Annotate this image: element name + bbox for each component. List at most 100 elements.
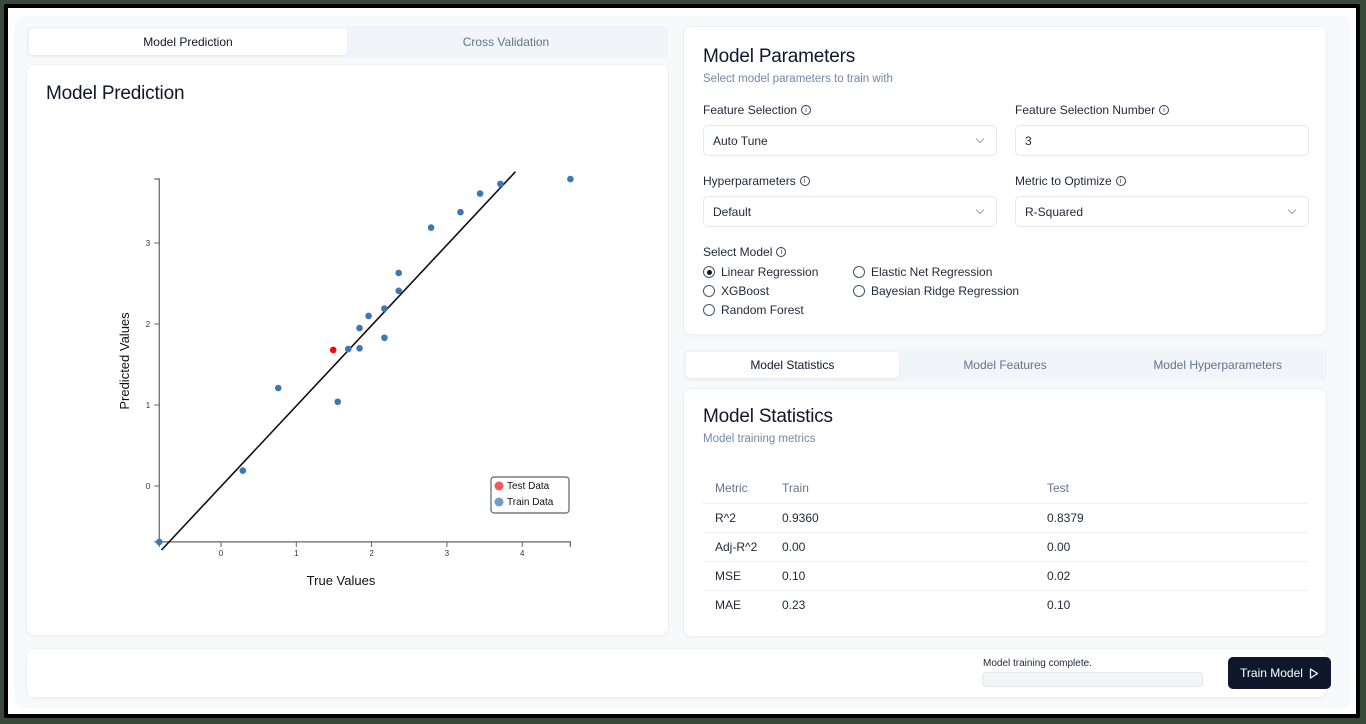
select-model-label-text: Select Model bbox=[703, 245, 773, 259]
svg-text:1: 1 bbox=[146, 401, 151, 410]
train-data-point bbox=[395, 287, 403, 295]
reference-line bbox=[160, 171, 517, 551]
train-data-point bbox=[155, 538, 163, 546]
svg-text:2: 2 bbox=[146, 320, 151, 329]
radio-checked-icon[interactable] bbox=[703, 266, 715, 278]
svg-text:0: 0 bbox=[219, 549, 224, 558]
table-row: R^2 0.9360 0.8379 bbox=[703, 503, 1308, 533]
metric-cell: R^2 bbox=[703, 503, 780, 533]
training-footer: Model training complete. Train Model bbox=[26, 648, 1331, 698]
radio-label: XGBoost bbox=[721, 284, 770, 298]
train-data-point bbox=[567, 175, 574, 183]
radio-bayesian-ridge-regression[interactable]: Bayesian Ridge Regression bbox=[853, 284, 1019, 298]
metric-cell: Adj-R^2 bbox=[703, 532, 780, 562]
train-data-point bbox=[395, 269, 403, 277]
tab-model-statistics[interactable]: Model Statistics bbox=[686, 352, 899, 378]
train-model-label: Train Model bbox=[1240, 666, 1303, 680]
test-cell: 0.10 bbox=[1047, 597, 1071, 612]
column-header: Metric bbox=[703, 473, 780, 504]
test-cell: 0.00 bbox=[1047, 532, 1308, 562]
train-model-button[interactable]: Train Model bbox=[1228, 657, 1331, 689]
radio-label: Elastic Net Regression bbox=[871, 265, 993, 279]
svg-text:True Values: True Values bbox=[307, 573, 376, 588]
radio-xgboost[interactable]: XGBoost bbox=[703, 284, 769, 298]
metric-cell: MSE bbox=[703, 561, 780, 591]
info-icon[interactable]: i bbox=[1159, 105, 1170, 115]
prediction-title: Model Prediction bbox=[46, 83, 185, 104]
metric-select[interactable]: R-Squared bbox=[1015, 196, 1309, 227]
feature-selection-select[interactable]: Auto Tune bbox=[703, 125, 997, 156]
radio-unchecked-icon[interactable] bbox=[703, 285, 715, 297]
feature-selection-value: Auto Tune bbox=[713, 133, 768, 148]
info-icon[interactable]: i bbox=[799, 176, 810, 186]
test-cell: 0.8379 bbox=[1047, 503, 1308, 533]
params-title: Model Parameters bbox=[703, 46, 856, 67]
train-data-point bbox=[427, 224, 435, 231]
stats-tab-bar: Model Statistics Model Features Model Hy… bbox=[683, 349, 1327, 381]
train-data-point bbox=[239, 467, 247, 474]
stats-header: Model Statistics Model training metrics bbox=[703, 406, 833, 445]
test-data-point bbox=[329, 346, 337, 354]
radio-unchecked-icon[interactable] bbox=[703, 304, 715, 316]
svg-text:Predicted Values: Predicted Values bbox=[117, 312, 132, 410]
hyperparameters-label: Hyperparameters i bbox=[703, 174, 810, 188]
tab-cross-validation[interactable]: Cross Validation bbox=[462, 35, 550, 49]
radio-random-forest[interactable]: Random Forest bbox=[703, 303, 804, 317]
play-icon bbox=[1309, 667, 1319, 679]
train-data-point bbox=[334, 398, 342, 406]
radio-unchecked-icon[interactable] bbox=[853, 285, 865, 297]
feature-selection-number-value: 3 bbox=[1025, 133, 1032, 148]
train-data-point bbox=[381, 305, 388, 312]
train-data-point bbox=[365, 312, 372, 320]
metric-cell: MAE bbox=[715, 597, 742, 612]
column-header: Train bbox=[780, 473, 1047, 504]
train-data-point bbox=[497, 180, 504, 188]
feature-selection-label: Feature Selection i bbox=[703, 103, 812, 117]
svg-text:4: 4 bbox=[520, 549, 525, 558]
hyperparameters-value: Default bbox=[713, 204, 752, 219]
training-progress-bar bbox=[982, 672, 1203, 687]
feature-selection-number-label: Feature Selection Number i bbox=[1015, 103, 1170, 117]
tab-model-features[interactable]: Model Features bbox=[963, 358, 1047, 372]
info-icon[interactable]: i bbox=[776, 247, 787, 257]
model-statistics-card: Model Statistics Model training metrics … bbox=[683, 388, 1327, 637]
train-cell: 0.00 bbox=[780, 532, 1047, 562]
params-subtitle: Select model parameters to train with bbox=[703, 73, 893, 85]
table-row: MSE 0.10 0.02 bbox=[703, 561, 1308, 591]
select-model-label: Select Model i bbox=[703, 245, 787, 259]
hyperparameters-select[interactable]: Default bbox=[703, 196, 997, 227]
radio-label: Random Forest bbox=[721, 303, 804, 317]
app-shell: Model Prediction Cross Validation Model … bbox=[14, 16, 1351, 708]
app: Model Prediction Cross Validation Model … bbox=[8, 8, 1356, 714]
left-tab-bar: Model Prediction Cross Validation bbox=[26, 26, 668, 58]
feature-selection-number-input[interactable]: 3 bbox=[1015, 125, 1309, 156]
stats-table: Metric Train Test R^2 0.9360 0.8379 Adj-… bbox=[703, 473, 1308, 619]
metric-label: Metric to Optimize i bbox=[1015, 174, 1126, 188]
radio-elastic-net-regression[interactable]: Elastic Net Regression bbox=[853, 265, 992, 279]
feature-selection-number-label-text: Feature Selection Number bbox=[1015, 103, 1156, 117]
train-cell: 0.23 bbox=[782, 597, 806, 612]
chart-legend: Test Data Train Data bbox=[490, 476, 570, 514]
train-data-point bbox=[476, 190, 484, 197]
svg-text:0: 0 bbox=[146, 482, 151, 491]
test-cell: 0.02 bbox=[1047, 561, 1308, 591]
info-icon[interactable]: i bbox=[1115, 176, 1126, 186]
radio-linear-regression[interactable]: Linear Regression bbox=[703, 265, 818, 279]
train-data-point bbox=[457, 208, 464, 216]
info-icon[interactable]: i bbox=[801, 105, 812, 115]
model-parameters-card: Model Parameters Select model parameters… bbox=[683, 26, 1327, 335]
svg-text:Train Data: Train Data bbox=[507, 497, 554, 508]
prediction-scatter-chart: 0 1 2 3 0 1 2 3 4 True Values Predicted Values Tes… bbox=[117, 171, 574, 588]
train-data-point bbox=[274, 384, 282, 392]
tab-model-hyperparameters[interactable]: Model Hyperparameters bbox=[1153, 358, 1283, 372]
chevron-down-icon bbox=[975, 134, 985, 144]
svg-text:1: 1 bbox=[294, 549, 299, 558]
radio-label: Linear Regression bbox=[721, 265, 819, 279]
radio-unchecked-icon[interactable] bbox=[853, 266, 865, 278]
train-data-point bbox=[356, 324, 363, 332]
train-data-point bbox=[344, 345, 352, 353]
table-row: Adj-R^2 0.00 0.00 bbox=[703, 532, 1308, 562]
params-header: Model Parameters Select model parameters… bbox=[703, 46, 893, 85]
svg-text:Test Data: Test Data bbox=[507, 481, 550, 492]
tab-model-prediction[interactable]: Model Prediction bbox=[29, 29, 347, 55]
